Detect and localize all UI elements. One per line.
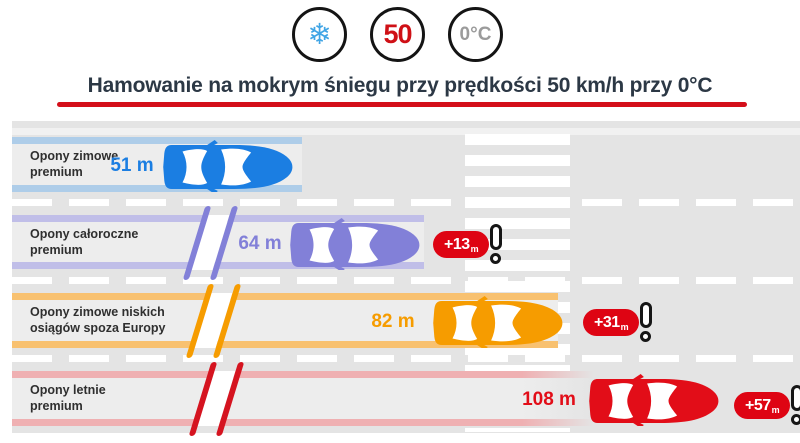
exclamation-icon [790, 385, 800, 425]
page-title: Hamowanie na mokrym śniegu przy prędkośc… [87, 74, 713, 97]
extra-distance-value: +13 [444, 235, 470, 253]
extra-distance-pill: +31 m [583, 309, 639, 336]
tire-label: Opony letnie premium [30, 382, 106, 413]
extra-distance-pill: +57 m [734, 392, 790, 419]
extra-distance-pill: +13 m [433, 231, 489, 258]
distance-value: 51 m [110, 155, 154, 176]
extra-distance-badge: +13 m [433, 224, 502, 264]
extra-distance-unit: m [470, 244, 479, 254]
lane-divider [12, 277, 800, 284]
extra-distance-unit: m [771, 405, 780, 415]
distance-value: 64 m [238, 233, 282, 254]
exclamation-bar [489, 224, 502, 250]
speed-limit-value: 50 [383, 19, 412, 49]
car-icon [160, 136, 294, 192]
tire-label: Opony całoroczne premium [30, 226, 139, 257]
distance-value: 108 m [522, 389, 576, 410]
temperature-circle: 0°C [448, 7, 503, 62]
lane-divider [12, 199, 800, 206]
car-icon [430, 292, 564, 348]
extra-distance-value: +31 [594, 313, 620, 331]
extra-distance-badge: +31 m [583, 302, 652, 342]
speed-limit-circle: 50 [370, 7, 425, 62]
tire-label: Opony zimowe niskich osiągów spoza Europ… [30, 304, 166, 335]
distance-value: 82 m [371, 311, 415, 332]
title-underline [57, 102, 747, 107]
exclamation-bar [639, 302, 652, 328]
exclamation-bar [790, 385, 800, 411]
exclamation-icon [489, 224, 502, 264]
snowflake-icon: ❄ [307, 17, 332, 51]
extra-distance-unit: m [620, 322, 629, 332]
exclamation-dot [640, 331, 652, 342]
lane-divider [12, 355, 800, 362]
exclamation-icon [639, 302, 652, 342]
tire-label: Opony zimowe premium [30, 148, 119, 179]
extra-distance-value: +57 [745, 396, 771, 414]
snow-condition-circle: ❄ [292, 7, 347, 62]
distance-bar: Opony letnie premium [12, 371, 612, 426]
car-icon [586, 370, 720, 426]
exclamation-dot [791, 414, 800, 425]
exclamation-dot [490, 253, 502, 264]
condition-icons: ❄ 50 0°C [292, 7, 503, 62]
car-icon [287, 214, 421, 270]
temperature-value: 0°C [459, 23, 492, 45]
extra-distance-badge: +57 m [734, 385, 800, 425]
road-edge-line [12, 128, 800, 135]
